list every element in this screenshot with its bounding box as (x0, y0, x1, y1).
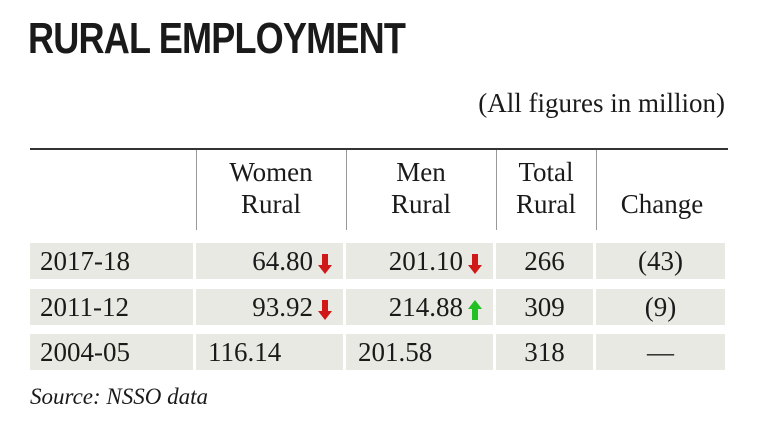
cell: 116.14 (196, 334, 343, 370)
cell-text: 201.10 (388, 246, 463, 276)
cell: 2017-18 (30, 243, 193, 279)
cell: (9) (596, 289, 725, 325)
down-arrow (318, 253, 332, 274)
cell-text: 64.80 (252, 246, 313, 276)
header-line: Rural (391, 189, 451, 219)
cell-text: 116.14 (208, 337, 282, 367)
cell-text: 93.92 (252, 292, 313, 322)
header-line: Rural (241, 189, 301, 219)
cell-text: 309 (524, 292, 565, 322)
cell-text: 2004-05 (40, 337, 130, 367)
cell-text: 318 (524, 337, 565, 367)
title: RURAL EMPLOYMENT (28, 14, 406, 63)
cell: 309 (496, 289, 593, 325)
up-arrow (468, 299, 482, 320)
cell-text: — (647, 337, 674, 367)
column-header: Women Rural (196, 156, 346, 220)
cell: 93.92 (196, 289, 343, 325)
cell-text: 2011-12 (40, 292, 129, 322)
cell-text: (43) (638, 246, 683, 276)
down-arrow (318, 299, 332, 320)
cell: 2004-05 (30, 334, 193, 370)
cell: 64.80 (196, 243, 343, 279)
cell-text: 266 (524, 246, 565, 276)
header-line: Rural (516, 189, 576, 219)
cell-text: (9) (644, 292, 677, 322)
header-line: Change (620, 189, 704, 219)
cell-text: 214.88 (388, 292, 463, 322)
cell-text: 2017-18 (40, 246, 130, 276)
cell: 266 (496, 243, 593, 279)
cell: 201.10 (346, 243, 493, 279)
separator (496, 150, 497, 230)
column-header: Change (596, 188, 728, 220)
source: Source: NSSO data (30, 384, 209, 409)
note: (All figures in million) (478, 88, 725, 118)
cell-text: 201.58 (358, 337, 433, 367)
column-header: Men Rural (346, 156, 496, 220)
down-arrow (468, 253, 482, 274)
header-line: Women (229, 157, 313, 187)
header-line: Men (396, 157, 446, 187)
cell: 2011-12 (30, 289, 193, 325)
cell: 201.58 (346, 334, 493, 370)
header-line: Total (518, 157, 574, 187)
cell: 214.88 (346, 289, 493, 325)
cell: (43) (596, 243, 725, 279)
separator (596, 150, 597, 230)
cell: 318 (496, 334, 593, 370)
separator (346, 150, 347, 230)
cell: — (596, 334, 725, 370)
column-header: Total Rural (496, 156, 596, 220)
rule (30, 148, 728, 150)
separator (196, 150, 197, 230)
